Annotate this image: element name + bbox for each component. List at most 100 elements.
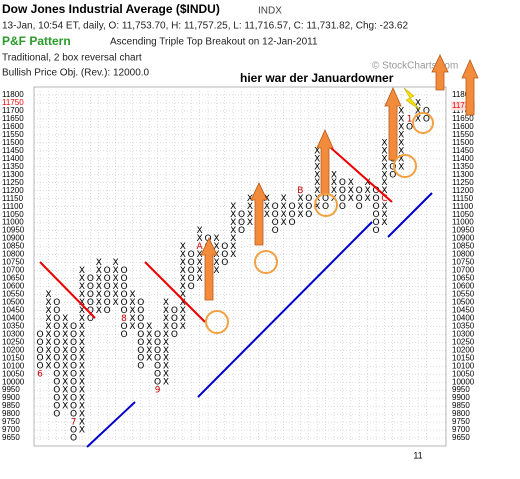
x-box: X: [264, 210, 270, 220]
x-box: X: [180, 298, 186, 308]
pnf-column: OOO: [238, 210, 245, 236]
x-box: X: [180, 258, 186, 268]
x-box: X: [247, 210, 253, 220]
x-box: X: [62, 362, 68, 372]
x-box: X: [146, 346, 152, 356]
y-tick-label-right: 11550: [452, 130, 474, 139]
o-box: O: [154, 346, 161, 356]
x-box: X: [281, 202, 287, 212]
x-box: X: [331, 170, 337, 180]
x-box: X: [79, 386, 85, 396]
y-tick-label-right: 9650: [452, 433, 470, 442]
x-box: X: [381, 162, 387, 172]
o-box: O: [36, 338, 43, 348]
x-box: X: [163, 314, 169, 324]
y-tick-label-left: 10550: [2, 290, 25, 299]
o-box: O: [372, 226, 379, 236]
o-box: O: [288, 202, 295, 212]
x-box: X: [213, 234, 219, 244]
y-tick-label-left: 11150: [2, 194, 24, 203]
o-box: O: [120, 274, 127, 284]
x-box: X: [163, 338, 169, 348]
o-box: O: [87, 290, 94, 300]
highlight-circle: [412, 112, 434, 134]
year-label: 11: [413, 450, 422, 460]
chart-title: Dow Jones Industrial Average ($INDU): [2, 2, 220, 16]
y-tick-label-left: 10450: [2, 305, 25, 314]
y-tick-label-right: 10350: [452, 321, 475, 330]
x-box: X: [230, 242, 236, 252]
y-tick-label-left: 10200: [2, 345, 25, 354]
y-tick-label-left: 11250: [2, 178, 24, 187]
highlight-circle: [393, 154, 417, 178]
y-tick-label-right: 10450: [452, 305, 475, 314]
x-box: X: [180, 290, 186, 300]
x-box: X: [79, 282, 85, 292]
o-box: O: [389, 170, 396, 180]
o-box: O: [137, 354, 144, 364]
x-box: X: [113, 274, 119, 284]
o-box: O: [204, 234, 211, 244]
y-tick-label-right: 10800: [452, 250, 475, 259]
x-box: X: [79, 306, 85, 316]
y-tick-label-right: 10550: [452, 290, 475, 299]
y-tick-label-left: 9900: [2, 393, 20, 402]
o-box: O: [238, 218, 245, 228]
o-box: O: [70, 402, 77, 412]
x-box: X: [62, 394, 68, 404]
x-box: X: [281, 210, 287, 220]
y-tick-label-right: 10300: [452, 329, 475, 338]
y-tick-label-right: 10000: [452, 377, 475, 386]
y-tick-label-left: 11600: [2, 122, 24, 131]
o-box: O: [70, 338, 77, 348]
y-tick-label-right: 9700: [452, 425, 470, 434]
o-box: O: [120, 266, 127, 276]
y-tick-label-left: 11000: [2, 218, 24, 227]
x-box: X: [45, 298, 51, 308]
o-box: O: [423, 114, 430, 124]
x-box: X: [45, 290, 51, 300]
o-box: O: [305, 202, 312, 212]
y-tick-label-left: 10700: [2, 266, 25, 275]
o-box: O: [322, 194, 329, 204]
pnf-column: OO: [423, 106, 430, 124]
pnf-column: XXX: [348, 178, 354, 204]
x-box: X: [96, 282, 102, 292]
y-tick-label-right: 11300: [452, 170, 474, 179]
y-tick-label-right: 9950: [452, 385, 470, 394]
x-box: X: [381, 178, 387, 188]
y-tick-label-left: 10800: [2, 250, 25, 259]
x-box: X: [365, 194, 371, 204]
trend-line: [39, 261, 96, 319]
x-box: X: [331, 186, 337, 196]
o-box: O: [188, 266, 195, 276]
x-box: X: [79, 298, 85, 308]
last-price-box: [451, 101, 475, 111]
o-box: O: [53, 370, 60, 380]
x-box: X: [62, 314, 68, 324]
month-marker: 7: [71, 418, 77, 428]
price-objective: Bullish Price Obj. (Rev.): 12000.0: [2, 68, 150, 79]
o-box: O: [272, 218, 279, 228]
x-box: X: [79, 362, 85, 372]
x-box: X: [381, 138, 387, 148]
x-box: X: [79, 346, 85, 356]
x-box: X: [79, 426, 85, 436]
y-tick-label-right: 11400: [452, 154, 474, 163]
y-tick-label-left: 9850: [2, 401, 20, 410]
o-box: O: [188, 258, 195, 268]
o-box: O: [372, 194, 379, 204]
y-tick-label-right: 10750: [452, 258, 475, 267]
o-box: O: [70, 354, 77, 364]
o-box: O: [137, 322, 144, 332]
y-tick-label-left: 10250: [2, 337, 25, 346]
x-box: X: [79, 338, 85, 348]
o-box: O: [238, 210, 245, 220]
y-tick-label-right: 10950: [452, 226, 475, 235]
x-box: X: [180, 250, 186, 260]
